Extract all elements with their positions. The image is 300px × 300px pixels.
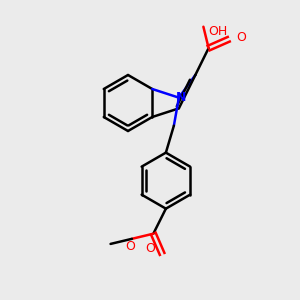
Text: O: O: [125, 240, 135, 253]
Text: O: O: [236, 31, 246, 44]
Text: N: N: [176, 91, 186, 104]
Text: O: O: [145, 242, 155, 255]
Text: OH: OH: [208, 25, 228, 38]
